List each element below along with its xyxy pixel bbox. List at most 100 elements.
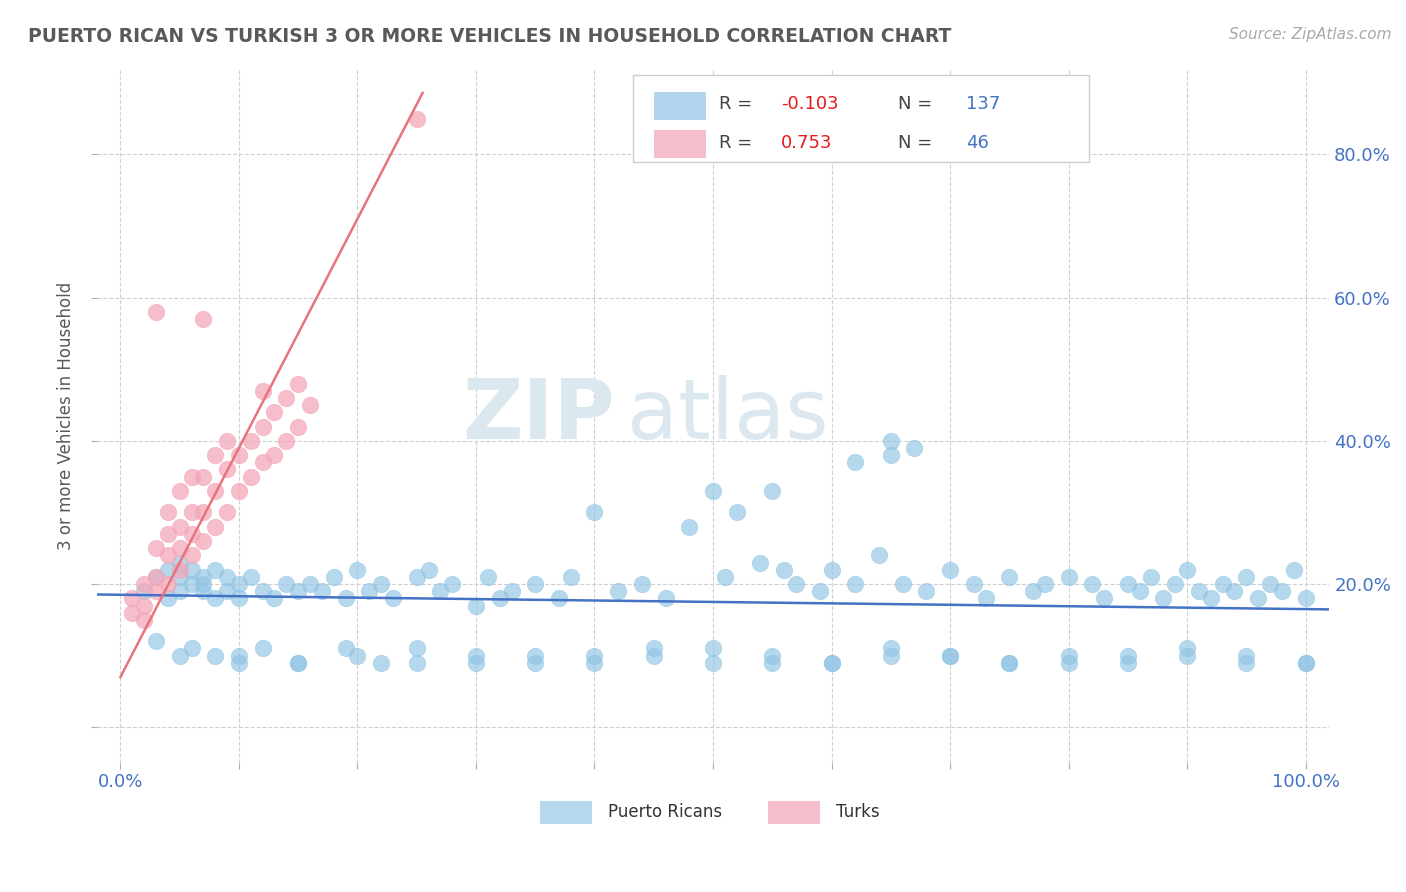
- Point: [370, 656, 392, 670]
- Point: [1129, 584, 1152, 599]
- Point: [322, 570, 344, 584]
- Point: [1057, 570, 1080, 584]
- Text: R =: R =: [718, 134, 752, 152]
- Point: [702, 656, 724, 670]
- Point: [1188, 584, 1211, 599]
- Point: [156, 563, 179, 577]
- FancyBboxPatch shape: [769, 800, 820, 824]
- Point: [583, 505, 606, 519]
- Point: [1247, 591, 1270, 606]
- Text: -0.103: -0.103: [780, 95, 838, 113]
- Point: [1175, 641, 1198, 656]
- Point: [405, 112, 427, 126]
- Y-axis label: 3 or more Vehicles in Household: 3 or more Vehicles in Household: [58, 282, 75, 549]
- Point: [749, 556, 772, 570]
- Point: [287, 376, 309, 391]
- Point: [1175, 648, 1198, 663]
- Point: [1295, 591, 1317, 606]
- Point: [880, 641, 903, 656]
- Point: [335, 591, 357, 606]
- Point: [998, 656, 1021, 670]
- Point: [156, 549, 179, 563]
- Point: [252, 455, 274, 469]
- Point: [276, 434, 298, 448]
- Point: [204, 563, 226, 577]
- Point: [382, 591, 405, 606]
- Point: [654, 591, 676, 606]
- Point: [180, 527, 202, 541]
- Text: Source: ZipAtlas.com: Source: ZipAtlas.com: [1229, 27, 1392, 42]
- Point: [239, 434, 262, 448]
- Point: [583, 648, 606, 663]
- Point: [1057, 648, 1080, 663]
- Point: [583, 656, 606, 670]
- Point: [702, 483, 724, 498]
- Point: [370, 577, 392, 591]
- Point: [132, 599, 155, 613]
- Point: [252, 384, 274, 398]
- Point: [287, 584, 309, 599]
- Point: [1116, 648, 1139, 663]
- Point: [939, 648, 962, 663]
- Point: [252, 584, 274, 599]
- Point: [239, 570, 262, 584]
- Point: [1223, 584, 1246, 599]
- Point: [761, 656, 783, 670]
- Point: [1271, 584, 1294, 599]
- Point: [880, 434, 903, 448]
- Point: [145, 541, 167, 556]
- Point: [761, 648, 783, 663]
- Point: [156, 591, 179, 606]
- Point: [193, 584, 215, 599]
- Point: [252, 641, 274, 656]
- Point: [346, 563, 368, 577]
- Point: [773, 563, 796, 577]
- Point: [808, 584, 831, 599]
- Point: [607, 584, 630, 599]
- Point: [299, 398, 322, 412]
- Point: [1282, 563, 1305, 577]
- Point: [1175, 563, 1198, 577]
- Point: [145, 570, 167, 584]
- FancyBboxPatch shape: [540, 800, 592, 824]
- Point: [193, 534, 215, 549]
- Point: [217, 462, 239, 476]
- Text: 46: 46: [966, 134, 988, 152]
- Point: [820, 656, 842, 670]
- Point: [714, 570, 737, 584]
- Point: [193, 312, 215, 326]
- Point: [785, 577, 807, 591]
- Text: N =: N =: [898, 95, 932, 113]
- Point: [228, 448, 250, 462]
- Point: [287, 656, 309, 670]
- Point: [560, 570, 582, 584]
- FancyBboxPatch shape: [633, 76, 1088, 162]
- Point: [132, 584, 155, 599]
- Point: [477, 570, 499, 584]
- Point: [169, 483, 191, 498]
- Point: [405, 570, 427, 584]
- Point: [678, 520, 700, 534]
- Point: [465, 599, 488, 613]
- Point: [1164, 577, 1187, 591]
- Point: [548, 591, 571, 606]
- Point: [204, 648, 226, 663]
- Point: [998, 656, 1021, 670]
- Point: [180, 577, 202, 591]
- Point: [465, 648, 488, 663]
- Text: Turks: Turks: [837, 803, 880, 821]
- Point: [145, 584, 167, 599]
- Point: [204, 448, 226, 462]
- Point: [939, 563, 962, 577]
- Point: [524, 577, 547, 591]
- Point: [725, 505, 748, 519]
- Point: [1140, 570, 1163, 584]
- Point: [405, 641, 427, 656]
- Point: [145, 305, 167, 319]
- Point: [346, 648, 368, 663]
- Point: [228, 577, 250, 591]
- Text: Puerto Ricans: Puerto Ricans: [609, 803, 723, 821]
- Point: [180, 469, 202, 483]
- Point: [145, 570, 167, 584]
- Point: [335, 641, 357, 656]
